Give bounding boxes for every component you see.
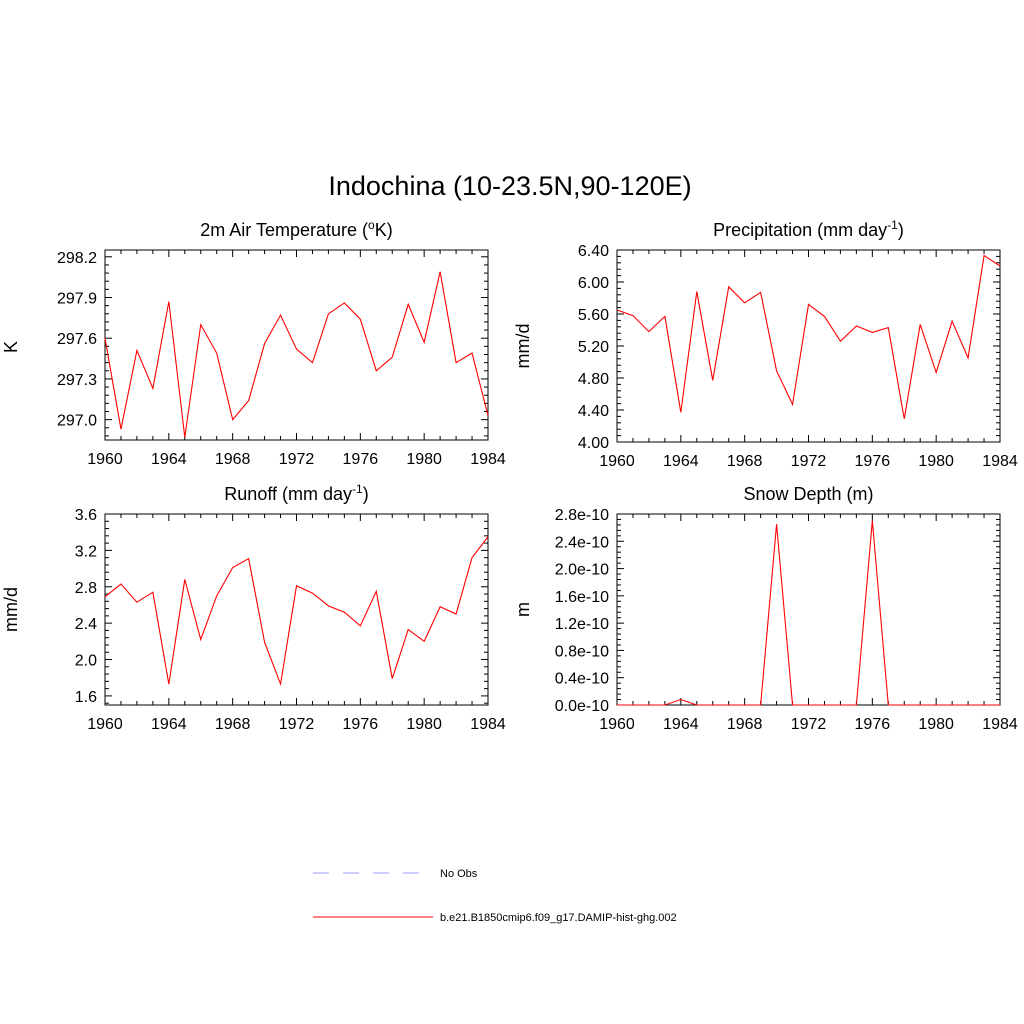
- x-tick-label: 1960: [87, 716, 123, 733]
- y-tick-label: 0.8e-10: [555, 643, 609, 660]
- y-tick-label: 2.0e-10: [555, 562, 609, 579]
- x-tick-label: 1964: [151, 451, 187, 468]
- x-tick-label: 1980: [406, 716, 442, 733]
- y-tick-label: 0.4e-10: [555, 671, 609, 688]
- y-tick-label: 2.4: [75, 616, 97, 633]
- y-tick-label: 297.3: [57, 372, 97, 389]
- y-tick-label: 3.6: [75, 507, 97, 524]
- y-tick-label: 4.80: [578, 371, 609, 388]
- legend-label-model: b.e21.B1850cmip6.f09_g17.DAMIP-hist-ghg.…: [440, 912, 677, 924]
- x-tick-label: 1972: [791, 453, 827, 470]
- panel-precipitation-mm-day: Precipitation (mm day-1) 1960 1964 1968 1972…: [513, 218, 1018, 470]
- x-tick-label: 1980: [406, 451, 442, 468]
- plot-frame: [616, 513, 1001, 706]
- panel-title: Precipitation (mm day-1): [713, 218, 904, 240]
- x-tick-label: 1972: [791, 716, 827, 733]
- panel-runoff-mm-day: Runoff (mm day-1) 1960 1964 1968 1972 1976 198…: [1, 482, 506, 733]
- x-tick-label: 1960: [599, 716, 635, 733]
- y-tick-label: 4.40: [578, 403, 609, 420]
- y-tick-label: 297.6: [57, 331, 97, 348]
- x-tick-label: 1984: [470, 716, 506, 733]
- x-tick-label: 1968: [727, 453, 763, 470]
- x-tick-label: 1984: [982, 453, 1018, 470]
- y-tick-label: 1.2e-10: [555, 616, 609, 633]
- y-tick-label: 6.00: [578, 275, 609, 292]
- y-axis-label: mm/d: [1, 587, 21, 632]
- x-tick-label: 1968: [215, 451, 251, 468]
- x-tick-label: 1972: [279, 451, 315, 468]
- x-tick-label: 1976: [855, 453, 891, 470]
- y-tick-label: 297.0: [57, 413, 97, 430]
- y-tick-label: 2.8: [75, 580, 97, 597]
- y-tick-label: 4.00: [578, 435, 609, 452]
- panel-2m-air-temperature-k: 2m Air Temperature (oK) 1960 1964 1968 1972 1…: [1, 218, 506, 468]
- y-axis-label: mm/d: [513, 324, 533, 369]
- series-line-0: [104, 271, 489, 438]
- y-tick-label: 5.60: [578, 307, 609, 324]
- x-tick-label: 1984: [982, 716, 1018, 733]
- series-line-0: [617, 520, 1000, 706]
- panel-title: 2m Air Temperature (oK): [200, 218, 392, 240]
- plot-frame: [616, 249, 1001, 443]
- x-tick-label: 1960: [87, 451, 123, 468]
- x-tick-label: 1972: [279, 716, 315, 733]
- legend-label-no-obs: No Obs: [440, 868, 478, 880]
- series-line-0: [616, 254, 1001, 419]
- y-tick-label: 1.6e-10: [555, 589, 609, 606]
- x-tick-label: 1976: [343, 716, 379, 733]
- y-tick-label: 3.2: [75, 543, 97, 560]
- x-tick-label: 1976: [855, 716, 891, 733]
- y-tick-label: 1.6: [75, 689, 97, 706]
- x-tick-label: 1964: [663, 453, 699, 470]
- y-tick-label: 6.40: [578, 243, 609, 260]
- y-tick-label: 5.20: [578, 339, 609, 356]
- panel-title: Runoff (mm day-1): [224, 482, 368, 504]
- series-line-0: [104, 536, 489, 687]
- panel-snow-depth-m: Snow Depth (m) 1960 1964 1968 1972 1976 1980 19…: [513, 484, 1018, 733]
- x-tick-label: 1980: [918, 453, 954, 470]
- panel-title: Snow Depth (m): [743, 484, 873, 504]
- panels: 2m Air Temperature (oK) 1960 1964 1968 1972 1…: [1, 218, 1018, 733]
- y-axis-label: K: [1, 341, 21, 353]
- figure-title: Indochina (10-23.5N,90-120E): [328, 171, 691, 201]
- y-tick-label: 298.2: [57, 250, 97, 267]
- y-tick-label: 297.9: [57, 291, 97, 308]
- x-tick-label: 1964: [151, 716, 187, 733]
- y-tick-label: 0.0e-10: [555, 698, 609, 715]
- x-tick-label: 1984: [470, 451, 506, 468]
- x-tick-label: 1968: [215, 716, 251, 733]
- y-tick-label: 2.8e-10: [555, 507, 609, 524]
- x-tick-label: 1960: [599, 453, 635, 470]
- legend: No Obs b.e21.B1850cmip6.f09_g17.DAMIP-hi…: [313, 868, 677, 924]
- x-tick-label: 1980: [918, 716, 954, 733]
- x-tick-label: 1968: [727, 716, 763, 733]
- y-axis-label: m: [513, 602, 533, 617]
- x-tick-label: 1964: [663, 716, 699, 733]
- y-tick-label: 2.0: [75, 653, 97, 670]
- y-tick-label: 2.4e-10: [555, 534, 609, 551]
- x-tick-label: 1976: [343, 451, 379, 468]
- plot-frame: [104, 513, 489, 706]
- plot-frame: [104, 249, 489, 441]
